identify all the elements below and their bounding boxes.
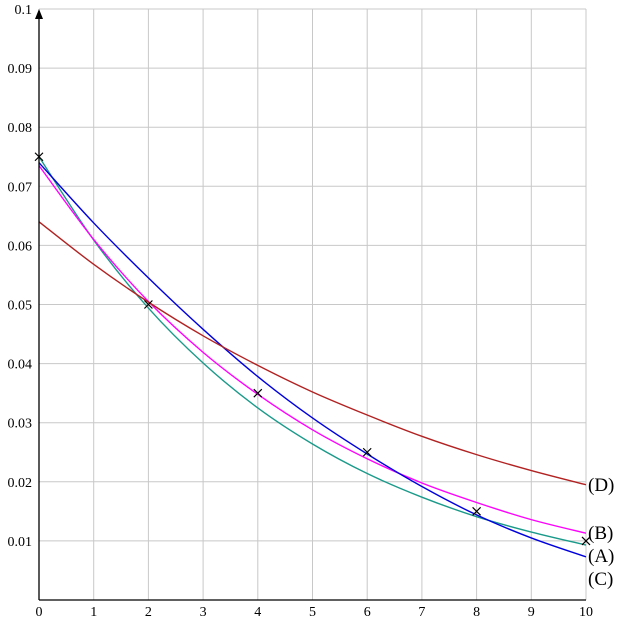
y-tick-label: 0.05 xyxy=(8,299,33,314)
series-label: (D) xyxy=(588,475,614,496)
data-point xyxy=(143,300,153,309)
curve xyxy=(38,165,587,534)
data-point xyxy=(253,388,263,398)
x-tick-label: 3 xyxy=(200,605,207,620)
plot xyxy=(38,156,587,558)
x-tick-label: 7 xyxy=(418,605,425,620)
x-tick-label: 8 xyxy=(473,605,480,620)
curve xyxy=(38,221,587,486)
series-label: (C) xyxy=(588,569,613,590)
x-tick-label: 1 xyxy=(90,605,97,620)
y-tick-label: 0.02 xyxy=(8,476,33,491)
x-tick-label: 4 xyxy=(254,605,261,620)
y-tick-label: 0.07 xyxy=(8,180,33,195)
x-tick-label: 9 xyxy=(528,605,535,620)
y-tick-label: 0.09 xyxy=(8,62,33,77)
x-tick-label: 2 xyxy=(145,605,152,620)
data-point xyxy=(472,506,482,516)
data-point xyxy=(34,152,44,162)
x-tick-label: 0 xyxy=(36,605,43,620)
x-tick-label: 6 xyxy=(364,605,371,620)
y-tick-label: 0.08 xyxy=(8,121,33,136)
x-tick-label: 5 xyxy=(309,605,316,620)
y-tick-label: 0.1 xyxy=(15,3,33,18)
y-tick-label: 0.04 xyxy=(8,358,33,373)
y-tick-label: 0.06 xyxy=(8,239,33,254)
x-tick-label: 10 xyxy=(579,605,593,620)
curve xyxy=(38,162,587,558)
data-point xyxy=(362,447,372,457)
series-label: (B) xyxy=(588,523,613,544)
y-tick-label: 0.01 xyxy=(8,535,33,550)
y-tick-label: 0.03 xyxy=(8,417,33,432)
data-point xyxy=(581,536,591,546)
series-label: (A) xyxy=(588,546,614,567)
y-axis-arrow xyxy=(35,9,43,19)
